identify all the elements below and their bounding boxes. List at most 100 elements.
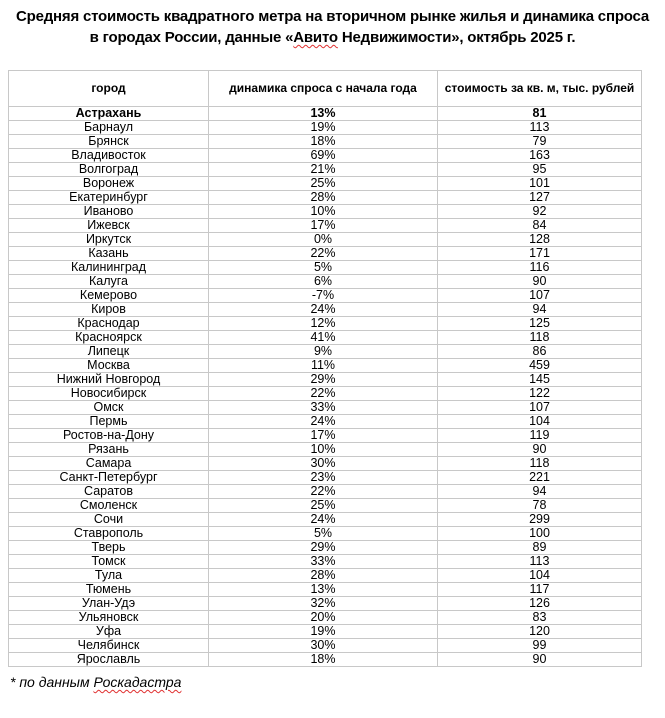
cell-city: Улан-Удэ bbox=[8, 596, 209, 611]
cell-price: 89 bbox=[437, 540, 642, 555]
cell-demand: 12% bbox=[208, 316, 438, 331]
cell-demand: 28% bbox=[208, 568, 438, 583]
table-row: Красноярск 41% 118 bbox=[8, 330, 642, 345]
data-table: город динамика спроса с начала года стои… bbox=[8, 70, 642, 667]
cell-city: Челябинск bbox=[8, 638, 209, 653]
cell-price: 101 bbox=[437, 176, 642, 191]
cell-demand: 21% bbox=[208, 162, 438, 177]
cell-demand: 41% bbox=[208, 330, 438, 345]
table-row: Смоленск 25% 78 bbox=[8, 498, 642, 513]
table-row: Санкт-Петербург 23% 221 bbox=[8, 470, 642, 485]
table-row: Ставрополь 5% 100 bbox=[8, 526, 642, 541]
cell-price: 94 bbox=[437, 302, 642, 317]
cell-demand: 5% bbox=[208, 526, 438, 541]
table-row: Тюмень 13% 117 bbox=[8, 582, 642, 597]
cell-demand: 33% bbox=[208, 400, 438, 415]
table-row: Челябинск 30% 99 bbox=[8, 638, 642, 653]
cell-demand: 9% bbox=[208, 344, 438, 359]
cell-city: Тверь bbox=[8, 540, 209, 555]
table-row: Екатеринбург 28% 127 bbox=[8, 190, 642, 205]
cell-price: 122 bbox=[437, 386, 642, 401]
cell-price: 117 bbox=[437, 582, 642, 597]
cell-city: Тула bbox=[8, 568, 209, 583]
cell-price: 119 bbox=[437, 428, 642, 443]
cell-city: Самара bbox=[8, 456, 209, 471]
table-row: Иваново 10% 92 bbox=[8, 204, 642, 219]
cell-price: 128 bbox=[437, 232, 642, 247]
cell-demand: 13% bbox=[208, 106, 438, 121]
cell-demand: 29% bbox=[208, 540, 438, 555]
cell-city: Кемерово bbox=[8, 288, 209, 303]
cell-city: Киров bbox=[8, 302, 209, 317]
header-price: стоимость за кв. м, тыс. рублей bbox=[437, 70, 642, 107]
cell-city: Волгоград bbox=[8, 162, 209, 177]
cell-city: Владивосток bbox=[8, 148, 209, 163]
footnote-text: * по данным bbox=[10, 674, 94, 690]
cell-price: 127 bbox=[437, 190, 642, 205]
table-row: Уфа 19% 120 bbox=[8, 624, 642, 639]
cell-price: 171 bbox=[437, 246, 642, 261]
cell-price: 118 bbox=[437, 330, 642, 345]
cell-price: 78 bbox=[437, 498, 642, 513]
table-row: Омск 33% 107 bbox=[8, 400, 642, 415]
cell-price: 92 bbox=[437, 204, 642, 219]
cell-price: 95 bbox=[437, 162, 642, 177]
cell-demand: 10% bbox=[208, 442, 438, 457]
cell-demand: 29% bbox=[208, 372, 438, 387]
cell-demand: 11% bbox=[208, 358, 438, 373]
cell-price: 81 bbox=[437, 106, 642, 121]
table-row: Кемерово -7% 107 bbox=[8, 288, 642, 303]
cell-price: 221 bbox=[437, 470, 642, 485]
cell-demand: 24% bbox=[208, 512, 438, 527]
cell-price: 104 bbox=[437, 568, 642, 583]
cell-city: Томск bbox=[8, 554, 209, 569]
cell-city: Тюмень bbox=[8, 582, 209, 597]
cell-city: Санкт-Петербург bbox=[8, 470, 209, 485]
cell-city: Ярославль bbox=[8, 652, 209, 667]
cell-price: 84 bbox=[437, 218, 642, 233]
cell-price: 107 bbox=[437, 288, 642, 303]
cell-demand: 13% bbox=[208, 582, 438, 597]
table-row: Саратов 22% 94 bbox=[8, 484, 642, 499]
cell-demand: 18% bbox=[208, 652, 438, 667]
table-row: Липецк 9% 86 bbox=[8, 344, 642, 359]
cell-price: 113 bbox=[437, 120, 642, 135]
cell-city: Уфа bbox=[8, 624, 209, 639]
cell-demand: 5% bbox=[208, 260, 438, 275]
cell-price: 163 bbox=[437, 148, 642, 163]
cell-city: Казань bbox=[8, 246, 209, 261]
footnote-source: Роскадастра bbox=[93, 674, 182, 690]
cell-city: Саратов bbox=[8, 484, 209, 499]
table-row: Москва 11% 459 bbox=[8, 358, 642, 373]
cell-demand: 20% bbox=[208, 610, 438, 625]
cell-demand: 25% bbox=[208, 498, 438, 513]
table-row: Астрахань 13% 81 bbox=[8, 106, 642, 121]
table-row: Воронеж 25% 101 bbox=[8, 176, 642, 191]
cell-city: Красноярск bbox=[8, 330, 209, 345]
cell-city: Ульяновск bbox=[8, 610, 209, 625]
cell-city: Брянск bbox=[8, 134, 209, 149]
cell-demand: 28% bbox=[208, 190, 438, 205]
cell-demand: 17% bbox=[208, 218, 438, 233]
table-row: Брянск 18% 79 bbox=[8, 134, 642, 149]
cell-price: 459 bbox=[437, 358, 642, 373]
cell-city: Ставрополь bbox=[8, 526, 209, 541]
cell-demand: 6% bbox=[208, 274, 438, 289]
cell-demand: 24% bbox=[208, 414, 438, 429]
cell-price: 120 bbox=[437, 624, 642, 639]
title-text: в городах России, данные « bbox=[89, 29, 294, 46]
cell-city: Барнаул bbox=[8, 120, 209, 135]
cell-demand: 19% bbox=[208, 624, 438, 639]
table-row: Сочи 24% 299 bbox=[8, 512, 642, 527]
table-row: Ульяновск 20% 83 bbox=[8, 610, 642, 625]
table-row: Иркутск 0% 128 bbox=[8, 232, 642, 247]
cell-price: 299 bbox=[437, 512, 642, 527]
cell-city: Калуга bbox=[8, 274, 209, 289]
table-row: Пермь 24% 104 bbox=[8, 414, 642, 429]
cell-demand: 24% bbox=[208, 302, 438, 317]
table-row: Владивосток 69% 163 bbox=[8, 148, 642, 163]
cell-price: 90 bbox=[437, 274, 642, 289]
cell-demand: 22% bbox=[208, 386, 438, 401]
cell-price: 116 bbox=[437, 260, 642, 275]
cell-price: 94 bbox=[437, 484, 642, 499]
